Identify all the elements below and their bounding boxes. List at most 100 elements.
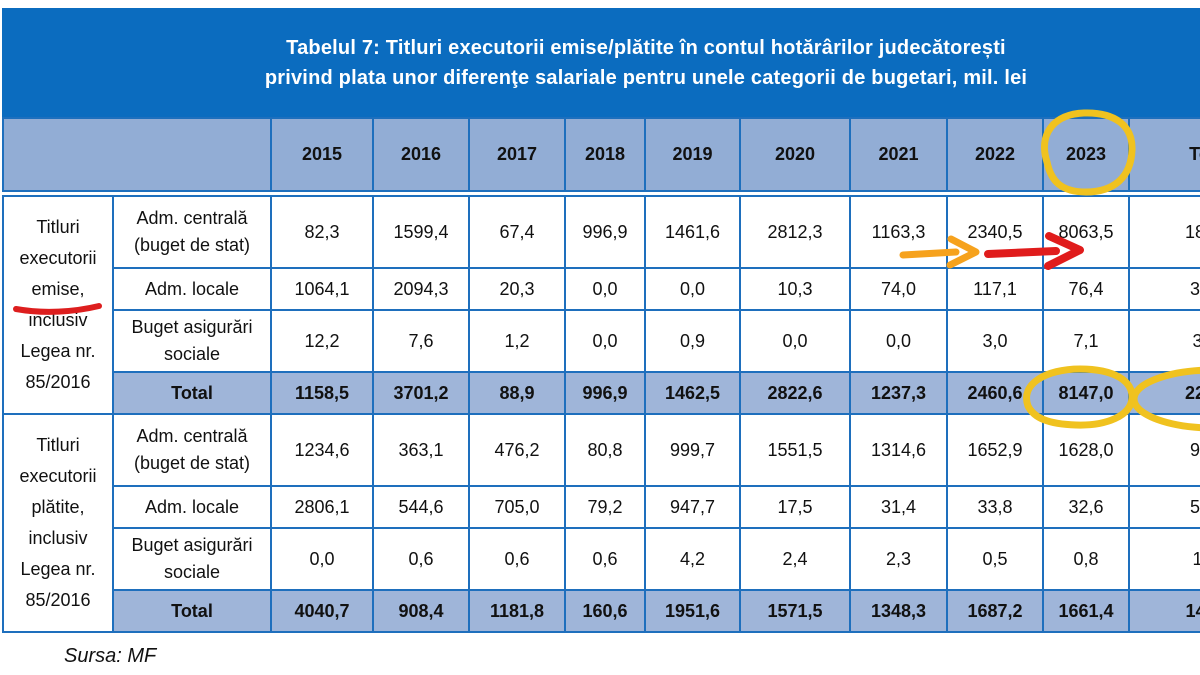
cell: 0,0 bbox=[564, 309, 646, 373]
row-label: Buget asigurări sociale bbox=[112, 309, 272, 373]
row-label: Adm. locale bbox=[112, 485, 272, 529]
header-2022: 2022 bbox=[946, 117, 1044, 192]
row-label-total: Total bbox=[112, 589, 272, 633]
cell: 1237,3 bbox=[849, 371, 948, 415]
cell: 10,3 bbox=[739, 267, 851, 311]
cell: 14511 bbox=[1128, 589, 1200, 633]
header-blank-cell bbox=[2, 117, 272, 192]
table-row: Adm. locale 2806,1 544,6 705,0 79,2 947,… bbox=[3, 485, 1200, 529]
cell: 0,5 bbox=[946, 527, 1044, 591]
group-label-emise: Titluri executorii emise, inclusiv Legea… bbox=[2, 195, 114, 415]
cell: 4,2 bbox=[644, 527, 741, 591]
header-2018: 2018 bbox=[564, 117, 646, 192]
cell: 999,7 bbox=[644, 413, 741, 487]
cell: 12,0 bbox=[1128, 527, 1200, 591]
cell: 1571,5 bbox=[739, 589, 851, 633]
cell: 2806,1 bbox=[270, 485, 374, 529]
table-container: 2015 2016 2017 2018 2019 2020 2021 2022 … bbox=[2, 117, 1200, 633]
cell: 0,0 bbox=[270, 527, 374, 591]
cell: 2094,3 bbox=[372, 267, 470, 311]
cell: 1462,5 bbox=[644, 371, 741, 415]
cell: 31,4 bbox=[849, 485, 948, 529]
cell: 1628,0 bbox=[1042, 413, 1130, 487]
cell: 2,3 bbox=[849, 527, 948, 591]
header-2021: 2021 bbox=[849, 117, 948, 192]
header-2015: 2015 bbox=[270, 117, 374, 192]
cell: 9301 bbox=[1128, 413, 1200, 487]
cell: 2,4 bbox=[739, 527, 851, 591]
header-2023: 2023 bbox=[1042, 117, 1130, 192]
cell: 2340,5 bbox=[946, 195, 1044, 269]
cell: 12,2 bbox=[270, 309, 374, 373]
table-title-band: Tabelul 7: Titluri executorii emise/plăt… bbox=[2, 8, 1200, 117]
cell: 0,0 bbox=[564, 267, 646, 311]
cell: 33,8 bbox=[946, 485, 1044, 529]
cell: 80,8 bbox=[564, 413, 646, 487]
table-row: Adm. locale 1064,1 2094,3 20,3 0,0 0,0 1… bbox=[3, 267, 1200, 311]
cell: 363,1 bbox=[372, 413, 470, 487]
table-row: Buget asigurări sociale 12,2 7,6 1,2 0,0… bbox=[3, 309, 1200, 373]
cell: 20,3 bbox=[468, 267, 566, 311]
cell: 82,3 bbox=[270, 195, 374, 269]
year-header-row: 2015 2016 2017 2018 2019 2020 2021 2022 … bbox=[2, 117, 1200, 192]
cell: 2460,6 bbox=[946, 371, 1044, 415]
cell: 88,9 bbox=[468, 371, 566, 415]
cell: 17,5 bbox=[739, 485, 851, 529]
cell: 0,6 bbox=[564, 527, 646, 591]
cell: 908,4 bbox=[372, 589, 470, 633]
header-2020: 2020 bbox=[739, 117, 851, 192]
cell: 1064,1 bbox=[270, 267, 374, 311]
row-label: Adm. centrală (buget de stat) bbox=[112, 195, 272, 269]
cell: 32,6 bbox=[1042, 485, 1130, 529]
cell: 544,6 bbox=[372, 485, 470, 529]
cell: 1,2 bbox=[468, 309, 566, 373]
cell: 996,9 bbox=[564, 195, 646, 269]
header-2017: 2017 bbox=[468, 117, 566, 192]
cell: 0,0 bbox=[644, 267, 741, 311]
total-row: Total 1158,5 3701,2 88,9 996,9 1462,5 28… bbox=[3, 371, 1200, 415]
cell: 1687,2 bbox=[946, 589, 1044, 633]
header-2019: 2019 bbox=[644, 117, 741, 192]
cell: 1551,5 bbox=[739, 413, 851, 487]
total-row: Total 4040,7 908,4 1181,8 160,6 1951,6 1… bbox=[3, 589, 1200, 633]
cell: 3,0 bbox=[946, 309, 1044, 373]
header-2016: 2016 bbox=[372, 117, 470, 192]
cell: 1314,6 bbox=[849, 413, 948, 487]
cell: 0,6 bbox=[468, 527, 566, 591]
cell: 705,0 bbox=[468, 485, 566, 529]
cell: 0,6 bbox=[372, 527, 470, 591]
cell: 1348,3 bbox=[849, 589, 948, 633]
cell: 1599,4 bbox=[372, 195, 470, 269]
cell: 76,4 bbox=[1042, 267, 1130, 311]
cell: 74,0 bbox=[849, 267, 948, 311]
cell: 476,2 bbox=[468, 413, 566, 487]
cell: 8147,0 bbox=[1042, 371, 1130, 415]
cell: 22075 bbox=[1128, 371, 1200, 415]
source-note: Sursa: MF bbox=[64, 645, 157, 667]
cell: 0,0 bbox=[849, 309, 948, 373]
cell: 1652,9 bbox=[946, 413, 1044, 487]
row-label: Adm. centrală (buget de stat) bbox=[112, 413, 272, 487]
cell: 0,0 bbox=[739, 309, 851, 373]
cell: 7,1 bbox=[1042, 309, 1130, 373]
cell: 3701,2 bbox=[372, 371, 470, 415]
cell: 2822,6 bbox=[739, 371, 851, 415]
table-row: Titluri executorii emise, inclusiv Legea… bbox=[2, 195, 1200, 415]
cell: 31,9 bbox=[1128, 309, 1200, 373]
cell: 4040,7 bbox=[270, 589, 374, 633]
cell: 1234,6 bbox=[270, 413, 374, 487]
cell: 1158,5 bbox=[270, 371, 374, 415]
cell: 18587 bbox=[1128, 195, 1200, 269]
cell: 79,2 bbox=[564, 485, 646, 529]
cell: 2812,3 bbox=[739, 195, 851, 269]
row-label-total: Total bbox=[112, 371, 272, 415]
cell: 8063,5 bbox=[1042, 195, 1130, 269]
cell: 160,6 bbox=[564, 589, 646, 633]
table-row: Buget asigurări sociale 0,0 0,6 0,6 0,6 … bbox=[3, 527, 1200, 591]
row-label: Adm. locale bbox=[112, 267, 272, 311]
table-title-line1: Tabelul 7: Titluri executorii emise/plăt… bbox=[286, 36, 1006, 59]
cell: 3456 bbox=[1128, 267, 1200, 311]
table-row: Titluri executorii plătite, inclusiv Leg… bbox=[2, 413, 1200, 633]
cell: 117,1 bbox=[946, 267, 1044, 311]
